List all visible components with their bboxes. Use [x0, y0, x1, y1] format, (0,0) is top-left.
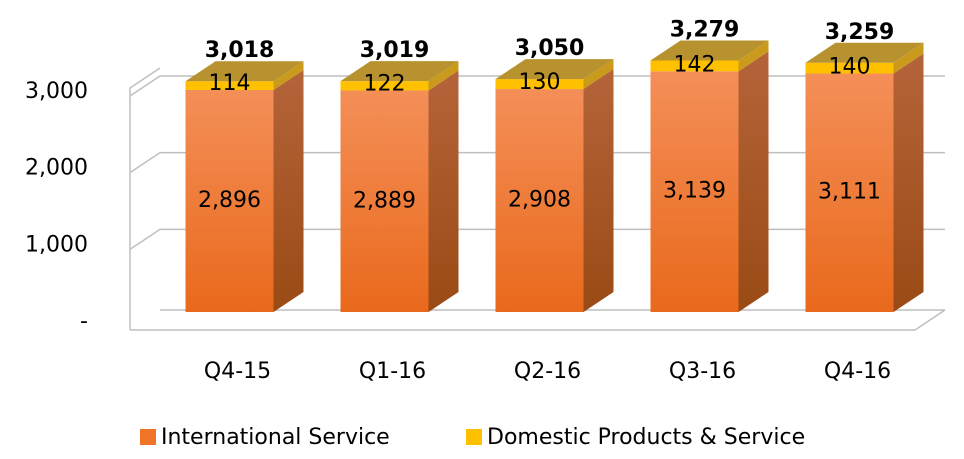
- data-label: 114: [209, 71, 251, 96]
- x-tick-label: Q2-16: [514, 359, 581, 384]
- bar-stack: [340, 61, 459, 312]
- total-label: 3,279: [670, 17, 740, 42]
- bar: [185, 89, 274, 313]
- x-tick-label: Q3-16: [669, 359, 736, 384]
- bar-top: [805, 42, 924, 63]
- bar: [340, 81, 429, 91]
- bar-top: [185, 61, 304, 82]
- total-label: 3,018: [205, 38, 275, 63]
- x-tick-label: Q4-16: [824, 359, 891, 384]
- legend-swatch: [140, 429, 156, 445]
- data-label: 2,889: [353, 188, 416, 213]
- bar: [495, 89, 584, 312]
- bar-side: [428, 70, 459, 312]
- x-tick-label: Q1-16: [359, 359, 426, 384]
- bar: [650, 60, 739, 72]
- bar: [650, 71, 739, 313]
- data-label: 130: [519, 70, 561, 95]
- y-tick-label: 2,000: [25, 156, 88, 181]
- y-tick-label: 3,000: [25, 79, 88, 104]
- data-label: 122: [364, 72, 406, 97]
- bar-stack: [650, 40, 769, 313]
- data-label: 3,139: [663, 179, 726, 204]
- bar-top: [340, 61, 459, 82]
- bar-side: [273, 61, 304, 90]
- bar: [185, 81, 274, 90]
- bar-stack: [495, 59, 614, 312]
- bar: [805, 62, 894, 74]
- bar-side: [428, 61, 459, 91]
- y-tick-label: -: [80, 309, 88, 334]
- x-tick-label: Q4-15: [204, 359, 271, 384]
- total-label: 3,259: [825, 20, 895, 45]
- bar: [805, 73, 894, 313]
- legend-label: Domestic Products & Service: [487, 425, 805, 450]
- legend-label: International Service: [161, 425, 390, 450]
- bar-side: [893, 53, 924, 313]
- data-label: 140: [829, 54, 871, 79]
- bar: [340, 90, 429, 312]
- bar-top: [495, 59, 614, 80]
- data-label: 2,896: [198, 188, 261, 213]
- bar-side: [273, 69, 304, 313]
- legend-swatch: [466, 429, 482, 445]
- side-wall: [129, 67, 161, 330]
- bar-side: [583, 59, 614, 90]
- data-label: 142: [674, 52, 716, 77]
- data-label: 2,908: [508, 188, 571, 213]
- bar-side: [893, 42, 924, 74]
- y-tick-label: 1,000: [25, 232, 88, 257]
- bar-stack: [185, 61, 304, 313]
- floor: [130, 309, 946, 331]
- bar-side: [738, 40, 769, 72]
- bar-stack: [805, 42, 924, 313]
- data-label: 3,111: [818, 180, 881, 205]
- bar: [495, 79, 584, 90]
- bar-side: [583, 69, 614, 312]
- bar-side: [738, 51, 769, 313]
- bar-top: [650, 40, 769, 61]
- total-label: 3,019: [360, 38, 430, 63]
- total-label: 3,050: [515, 36, 585, 61]
